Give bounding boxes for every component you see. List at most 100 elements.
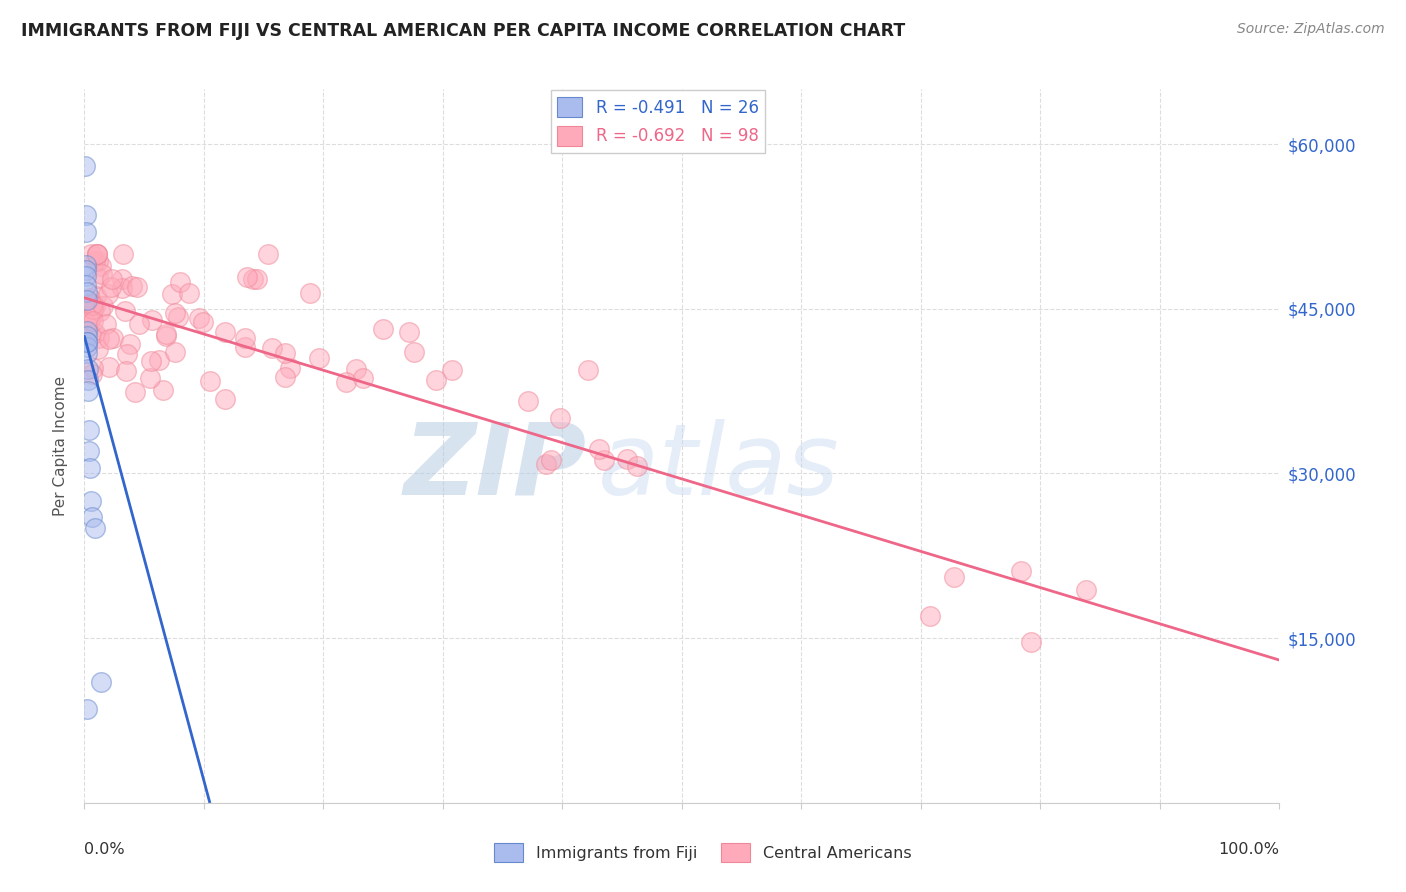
Point [89, 303, 111, 318]
Point [441, 363, 464, 377]
Point [576, 363, 599, 377]
Text: atlas: atlas [599, 419, 839, 516]
Point [84, 288, 107, 302]
Point [87, 254, 110, 268]
Point [76, 293, 98, 307]
Point [139, 370, 162, 384]
Point [616, 452, 638, 467]
Point [169, 276, 191, 290]
Point [121, 279, 143, 293]
Point [274, 369, 297, 384]
Point [82, 301, 104, 316]
Point [80, 328, 103, 343]
Legend: R = -0.491   N = 26, R = -0.692   N = 98: R = -0.491 N = 26, R = -0.692 N = 98 [551, 90, 765, 153]
Point [425, 373, 447, 387]
Point [76, 340, 98, 354]
Point [165, 306, 187, 320]
Point [75, 209, 97, 223]
Point [191, 315, 214, 329]
Point [165, 344, 187, 359]
Point [86, 247, 108, 261]
Point [308, 351, 330, 365]
Point [344, 361, 367, 376]
Point [1019, 635, 1042, 649]
Point [83, 299, 105, 313]
Point [80, 368, 103, 382]
Point [80, 494, 103, 508]
Point [160, 286, 183, 301]
Point [198, 374, 221, 388]
Point [77, 384, 100, 398]
Point [278, 360, 301, 375]
Point [141, 353, 163, 368]
Point [155, 329, 177, 343]
Point [352, 371, 374, 385]
Point [918, 608, 941, 623]
Point [82, 360, 104, 375]
Point [257, 247, 280, 261]
Point [1076, 582, 1098, 597]
Point [101, 272, 124, 286]
Point [83, 326, 105, 340]
Point [90, 675, 112, 690]
Point [76, 334, 98, 349]
Point [187, 310, 209, 325]
Point [233, 341, 256, 355]
Point [76, 334, 98, 349]
Point [540, 452, 562, 467]
Point [84, 253, 107, 268]
Point [76, 362, 98, 376]
Point [79, 461, 101, 475]
Point [77, 423, 100, 437]
Point [76, 329, 98, 343]
Point [76, 324, 98, 338]
Point [298, 285, 321, 300]
Point [246, 272, 269, 286]
Point [214, 325, 236, 339]
Point [75, 268, 97, 283]
Point [90, 259, 112, 273]
Point [141, 312, 163, 326]
Point [942, 570, 965, 584]
Point [90, 267, 112, 281]
Point [97, 332, 120, 346]
Point [75, 225, 97, 239]
Point [335, 376, 357, 390]
Point [76, 702, 98, 716]
Point [82, 313, 104, 327]
Text: IMMIGRANTS FROM FIJI VS CENTRAL AMERICAN PER CAPITA INCOME CORRELATION CHART: IMMIGRANTS FROM FIJI VS CENTRAL AMERICAN… [21, 22, 905, 40]
Point [155, 326, 177, 341]
Point [110, 272, 132, 286]
Point [79, 247, 101, 261]
Point [114, 303, 136, 318]
Point [77, 320, 100, 334]
Point [82, 298, 104, 312]
Point [76, 345, 98, 359]
Point [152, 384, 174, 398]
Point [214, 392, 236, 407]
Y-axis label: Per Capita Income: Per Capita Income [53, 376, 69, 516]
Point [534, 457, 557, 471]
Text: 0.0%: 0.0% [84, 842, 125, 857]
Point [103, 331, 125, 345]
Text: ZIP: ZIP [404, 419, 586, 516]
Point [236, 269, 259, 284]
Text: Source: ZipAtlas.com: Source: ZipAtlas.com [1237, 22, 1385, 37]
Legend: Immigrants from Fiji, Central Americans: Immigrants from Fiji, Central Americans [488, 837, 918, 868]
Point [242, 272, 264, 286]
Text: 100.0%: 100.0% [1219, 842, 1279, 857]
Point [124, 385, 146, 400]
Point [86, 247, 108, 261]
Point [1010, 564, 1032, 578]
Point [82, 309, 104, 323]
Point [371, 321, 394, 335]
Point [94, 318, 117, 332]
Point [262, 342, 284, 356]
Point [76, 318, 98, 333]
Point [76, 285, 98, 300]
Point [148, 353, 170, 368]
Point [111, 280, 134, 294]
Point [86, 343, 108, 357]
Point [517, 393, 540, 408]
Point [75, 258, 97, 272]
